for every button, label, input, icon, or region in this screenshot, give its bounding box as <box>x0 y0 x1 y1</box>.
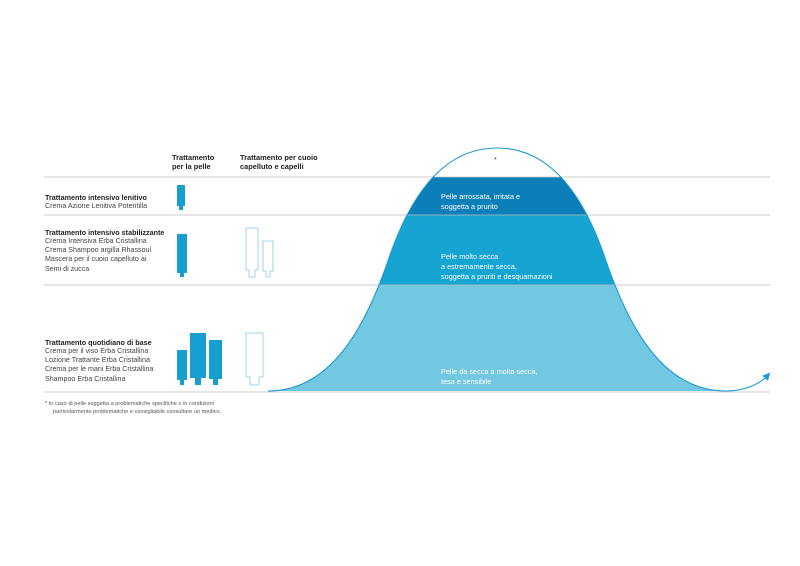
row-stabilizing: Trattamento intensivo stabilizzante Crem… <box>45 228 164 274</box>
product-name: Crema Azione Lenitiva Potentilla <box>45 202 148 210</box>
band-top-label: Pelle arrossata, irritata e soggetta a p… <box>441 192 520 212</box>
row-title: Trattamento intensivo lenitivo <box>45 193 147 202</box>
product-name: Shampoo Erba Cristallina <box>45 374 126 383</box>
band-middle-label: Pelle molto secca a estremamente secca, … <box>441 252 553 282</box>
band-middle-line-3: soggetta a pruriti e desquamazioni <box>441 272 553 281</box>
product-name: Lozione Trattante Erba Cristallina <box>45 356 150 365</box>
band-top-line-1: Pelle arrossata, irritata e <box>441 192 521 201</box>
bottle-icon <box>262 240 274 278</box>
scalp-header-line-1: Trattamento per cuoio <box>240 153 318 162</box>
footnote-line-2: particolarmente problematiche e consigli… <box>53 408 222 415</box>
bottle-icon <box>245 227 259 278</box>
footnote-line-1: * In caso di pelle soggetta a problemati… <box>45 401 214 407</box>
scalp-products <box>245 227 274 386</box>
row-soothing: Trattamento intensivo lenitivo Crema Azi… <box>45 193 147 211</box>
product-name: Crema per le mani Erba Cristallina <box>45 365 154 374</box>
band-middle-line-1: Pelle molto secca <box>441 252 499 261</box>
skin-products <box>177 185 222 385</box>
scalp-header-line-2: capelluto e capelli <box>240 162 304 171</box>
product-name: Crema Shampoo argilla Rhassoul <box>45 246 152 255</box>
footnote: * In caso di pelle soggetta a problemati… <box>45 401 221 416</box>
scalp-column-header: Trattamento per cuoio capelluto e capell… <box>240 153 318 171</box>
band-bottom-line-2: tesa e sensibile <box>441 377 492 386</box>
skin-header-line-1: Trattamento <box>172 153 215 162</box>
band-middle-line-2: a estremamente secca, <box>441 262 517 271</box>
band-top-line-2: soggetta a prurito <box>441 202 498 211</box>
band-bottom-label: Pelle da secca a molto secca, tesa e sen… <box>441 367 538 387</box>
product-name: Crema per il viso Erba Cristallina <box>45 347 149 355</box>
product-name: Semi di zucca <box>45 264 90 273</box>
skin-column-header: Trattamento per la pelle <box>172 153 214 171</box>
tube-icon <box>177 350 187 385</box>
row-title: Trattamento intensivo stabilizzante <box>45 228 165 237</box>
band-bottom-line-1: Pelle da secca a molto secca, <box>441 367 538 376</box>
skin-header-line-2: per la pelle <box>172 162 211 171</box>
tube-icon <box>177 234 187 277</box>
product-name: Crema Intensiva Erba Cristallina <box>45 237 147 245</box>
tube-icon <box>209 340 222 385</box>
bottle-icon <box>245 332 264 386</box>
row-daily-basic: Trattamento quotidiano di base Crema per… <box>45 338 153 384</box>
bell-curve-line <box>267 147 771 392</box>
curve-asterisk: * <box>494 157 497 164</box>
tube-icon <box>190 333 206 385</box>
row-title: Trattamento quotidiano di base <box>45 338 152 347</box>
tube-icon <box>177 185 185 210</box>
row-dividers <box>44 176 770 393</box>
product-name: Mascera per il cuoio capelluto ai <box>45 255 147 264</box>
